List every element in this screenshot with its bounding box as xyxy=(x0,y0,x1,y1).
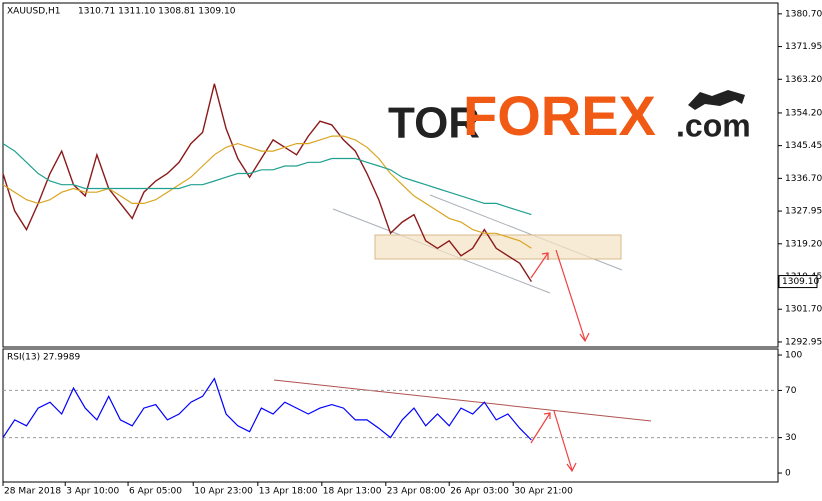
symbol: XAUUSD,H1 xyxy=(7,7,61,17)
y-tick-label: 30 xyxy=(785,433,797,443)
price-label-box xyxy=(778,275,818,289)
arrow xyxy=(530,249,590,343)
annotations xyxy=(273,194,652,473)
x-tick-label: 28 Mar 2018 xyxy=(4,487,61,497)
x-tick-label: 6 Apr 05:00 xyxy=(129,487,182,497)
x-tick-label: 10 Apr 23:00 xyxy=(194,487,253,497)
rsi-panel xyxy=(2,348,779,483)
y-tick-label: 70 xyxy=(785,386,797,396)
series-line xyxy=(2,83,532,282)
logo-text: FOREX xyxy=(463,84,656,147)
series-line xyxy=(2,135,532,249)
quote: 1310.71 1311.10 1308.81 1309.10 xyxy=(78,7,236,17)
x-tick-label: 18 Apr 13:00 xyxy=(323,487,382,497)
x-tick-label: 3 Apr 10:00 xyxy=(66,487,119,497)
y-tick-label: 1292.95 xyxy=(785,337,822,347)
y-tick-label: 1371.95 xyxy=(785,42,822,52)
y-tick-label: 0 xyxy=(785,469,791,479)
series-line xyxy=(2,143,532,216)
price-label: 1309.10 xyxy=(782,277,819,287)
x-tick-label: 23 Apr 08:00 xyxy=(387,487,446,497)
y-tick-label: 1345.45 xyxy=(785,141,822,151)
logo-text: .com xyxy=(676,107,751,143)
trend-line xyxy=(273,379,652,422)
series-line xyxy=(2,377,532,441)
y-tick-label: 1363.20 xyxy=(785,75,822,85)
y-tick-label: 1327.95 xyxy=(785,207,822,217)
zone xyxy=(374,234,622,260)
rsi-title: RSI(13) 27.9989 xyxy=(7,353,80,363)
y-tick-label: 1301.70 xyxy=(785,305,822,315)
y-tick-label: 1354.20 xyxy=(785,108,822,118)
y-tick-label: 100 xyxy=(785,351,802,361)
logo-icon xyxy=(688,90,745,110)
price-panel xyxy=(2,2,779,348)
y-tick-label: 1336.70 xyxy=(785,174,822,184)
x-tick-label: 30 Apr 21:00 xyxy=(514,487,573,497)
logo: TOR FOREX .com xyxy=(388,84,751,148)
logo-text: TOR xyxy=(388,99,480,148)
y-tick-label: 1380.70 xyxy=(785,9,822,19)
y-tick-label: 1319.20 xyxy=(785,239,822,249)
x-tick-label: 26 Apr 03:00 xyxy=(450,487,509,497)
x-tick-label: 13 Apr 18:00 xyxy=(259,487,318,497)
arrow xyxy=(530,410,577,473)
